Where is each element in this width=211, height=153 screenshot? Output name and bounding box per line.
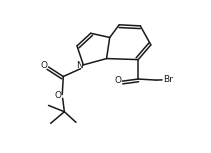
Text: Br: Br <box>164 75 173 84</box>
Text: O: O <box>114 76 121 85</box>
Text: O: O <box>55 91 62 100</box>
Text: O: O <box>40 62 47 70</box>
Text: N: N <box>76 61 83 70</box>
